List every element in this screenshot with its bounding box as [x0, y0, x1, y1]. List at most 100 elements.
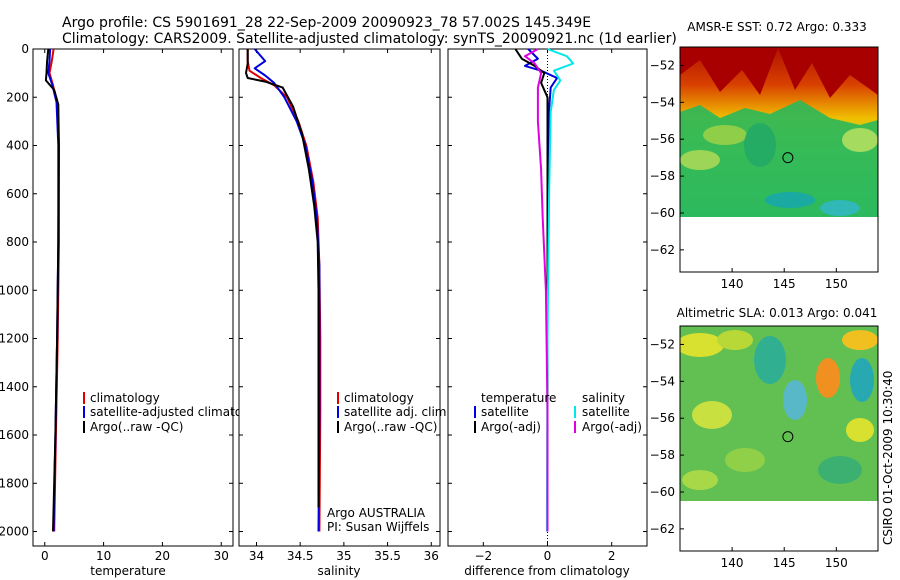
salinity-x-axis: 34 34.5 35 35.5 36 [239, 48, 440, 563]
temp-legend-climatology: climatology [90, 391, 160, 405]
diff-legend-sal-satellite: satellite [582, 405, 630, 419]
difference-legend: temperature satellite Argo(-adj) salinit… [474, 391, 642, 434]
y-tick-label: 1400 [0, 380, 29, 394]
series-line-salinity-satellite [545, 48, 575, 532]
sst-patch-1 [703, 125, 747, 145]
salinity-annotation-agency: Argo AUSTRALIA [327, 506, 426, 520]
salinity-panel: 34 34.5 35 35.5 36 salinity climatology sate… [238, 48, 450, 578]
difference-series [514, 48, 575, 532]
sla-heatmap [680, 326, 878, 501]
x-tick-label: −2 [474, 549, 492, 563]
map-x-tick-label: 150 [825, 277, 848, 291]
y-tick-label: 2000 [0, 525, 29, 539]
temperature-legend: climatology satellite-adjusted climatolo… [83, 391, 268, 434]
sla-patch-12 [846, 418, 874, 442]
map-y-tick-label: −56 [650, 132, 675, 146]
temperature-xlabel: temperature [90, 564, 165, 578]
diff-legend-temp-argo: Argo(-adj) [481, 420, 541, 434]
temperature-series [44, 48, 60, 532]
sla-patch-10 [818, 456, 862, 484]
figure-title-line1: Argo profile: CS 5901691_28 22-Sep-2009 … [62, 15, 591, 31]
map-y-tick-label: −58 [650, 169, 675, 183]
sst-patch-4 [765, 192, 815, 208]
sla-patch-5 [850, 358, 874, 402]
x-tick-label: 20 [155, 549, 170, 563]
series-line-temperature-argo-adj- [514, 48, 549, 532]
sla-patch-3 [842, 330, 878, 350]
diff-legend-salinity-title: salinity [582, 391, 625, 405]
sst-axes-box [679, 46, 879, 273]
map-y-tick-label: −58 [650, 448, 675, 462]
salinity-annotation-pi: PI: Susan Wijffels [327, 520, 429, 534]
x-tick-label: 2 [608, 549, 616, 563]
map-y-tick-label: −54 [650, 374, 675, 388]
sla-patch-9 [725, 448, 765, 472]
temp-legend-satellite: satellite-adjusted climatology [90, 405, 268, 419]
y-tick-label: 1600 [0, 428, 29, 442]
sst-map-title: AMSR-E SST: 0.72 Argo: 0.333 [687, 20, 867, 34]
csiro-timestamp: CSIRO 01-Oct-2009 10:30:40 [881, 371, 895, 545]
difference-panel: −2 0 2 difference from climatology tempera… [447, 48, 648, 578]
map-x-tick-label: 140 [721, 556, 744, 570]
map-x-tick-label: 140 [721, 277, 744, 291]
sst-heatmap [680, 47, 878, 217]
sal-legend-satellite: satellite adj. clim. [344, 405, 450, 419]
series-line-argo-raw-qc- [245, 49, 320, 508]
sla-patch-4 [816, 358, 840, 398]
map-y-tick-label: −52 [650, 337, 675, 351]
sal-legend-argo: Argo(..raw -QC) [344, 420, 437, 434]
x-tick-label: 10 [96, 549, 111, 563]
diff-legend-sal-argo: Argo(-adj) [582, 420, 642, 434]
sla-argo-location-marker [782, 431, 794, 443]
x-tick-label: 34.5 [287, 549, 314, 563]
map-y-tick-label: −52 [650, 58, 675, 72]
sla-map-title: Altimetric SLA: 0.013 Argo: 0.041 [677, 306, 878, 320]
diff-legend-temp-satellite: satellite [481, 405, 529, 419]
temperature-panel: 0 200 400 600 800 1000 1200 1400 1600 1800 2000 0 1… [0, 42, 268, 578]
y-tick-label: 1200 [0, 332, 29, 346]
x-tick-label: 0 [544, 549, 552, 563]
sla-axes-ticks: 140 145 150 −52 −54 −56 −58 −60 −62 [650, 337, 848, 570]
map-y-tick-label: −62 [650, 522, 675, 536]
series-line-argo-raw-qc- [44, 48, 60, 532]
sst-patch-6 [744, 123, 776, 167]
salinity-xlabel: salinity [317, 564, 360, 578]
difference-xlabel: difference from climatology [464, 564, 630, 578]
sst-patch-5 [820, 200, 860, 216]
map-x-tick-label: 145 [773, 556, 796, 570]
sla-map-panel: Altimetric SLA: 0.013 Argo: 0.041 140 145… [650, 306, 879, 570]
series-line-salinity-argo-adj- [524, 48, 549, 532]
sla-patch-7 [783, 380, 807, 420]
x-tick-label: 36 [424, 549, 439, 563]
y-tick-label: 200 [6, 90, 29, 104]
y-tick-label: 0 [21, 42, 29, 56]
map-x-tick-label: 145 [773, 277, 796, 291]
x-tick-label: 35.5 [374, 549, 401, 563]
difference-x-axis: −2 0 2 [448, 48, 647, 563]
sal-legend-climatology: climatology [344, 391, 414, 405]
sst-patch-3 [842, 128, 878, 152]
x-tick-label: 30 [214, 549, 229, 563]
y-tick-label: 800 [6, 235, 29, 249]
temp-legend-argo: Argo(..raw -QC) [90, 420, 183, 434]
sla-patch-8 [692, 401, 732, 429]
sla-patch-6 [754, 336, 786, 384]
sst-axes-ticks: 140 145 150 −52 −54 −56 −58 −60 −62 [650, 58, 848, 291]
temperature-y-axis: 0 200 400 600 800 1000 1200 1400 1600 1800 2000 [0, 42, 29, 539]
temperature-x-axis: 0 10 20 30 [33, 48, 233, 563]
sla-patch-1 [680, 333, 724, 357]
map-y-tick-label: −60 [650, 485, 675, 499]
map-y-tick-label: −62 [650, 243, 675, 257]
sla-patch-11 [682, 470, 718, 490]
map-y-tick-label: −56 [650, 411, 675, 425]
salinity-axes-box [238, 48, 441, 547]
y-tick-label: 400 [6, 139, 29, 153]
sst-patch-2 [680, 150, 720, 170]
sla-patch-2 [717, 330, 753, 350]
sla-axes-box [679, 325, 879, 552]
sst-warm-region [680, 47, 878, 98]
x-tick-label: 35 [336, 549, 351, 563]
y-tick-label: 1000 [0, 283, 29, 297]
diff-legend-temperature-title: temperature [481, 391, 556, 405]
